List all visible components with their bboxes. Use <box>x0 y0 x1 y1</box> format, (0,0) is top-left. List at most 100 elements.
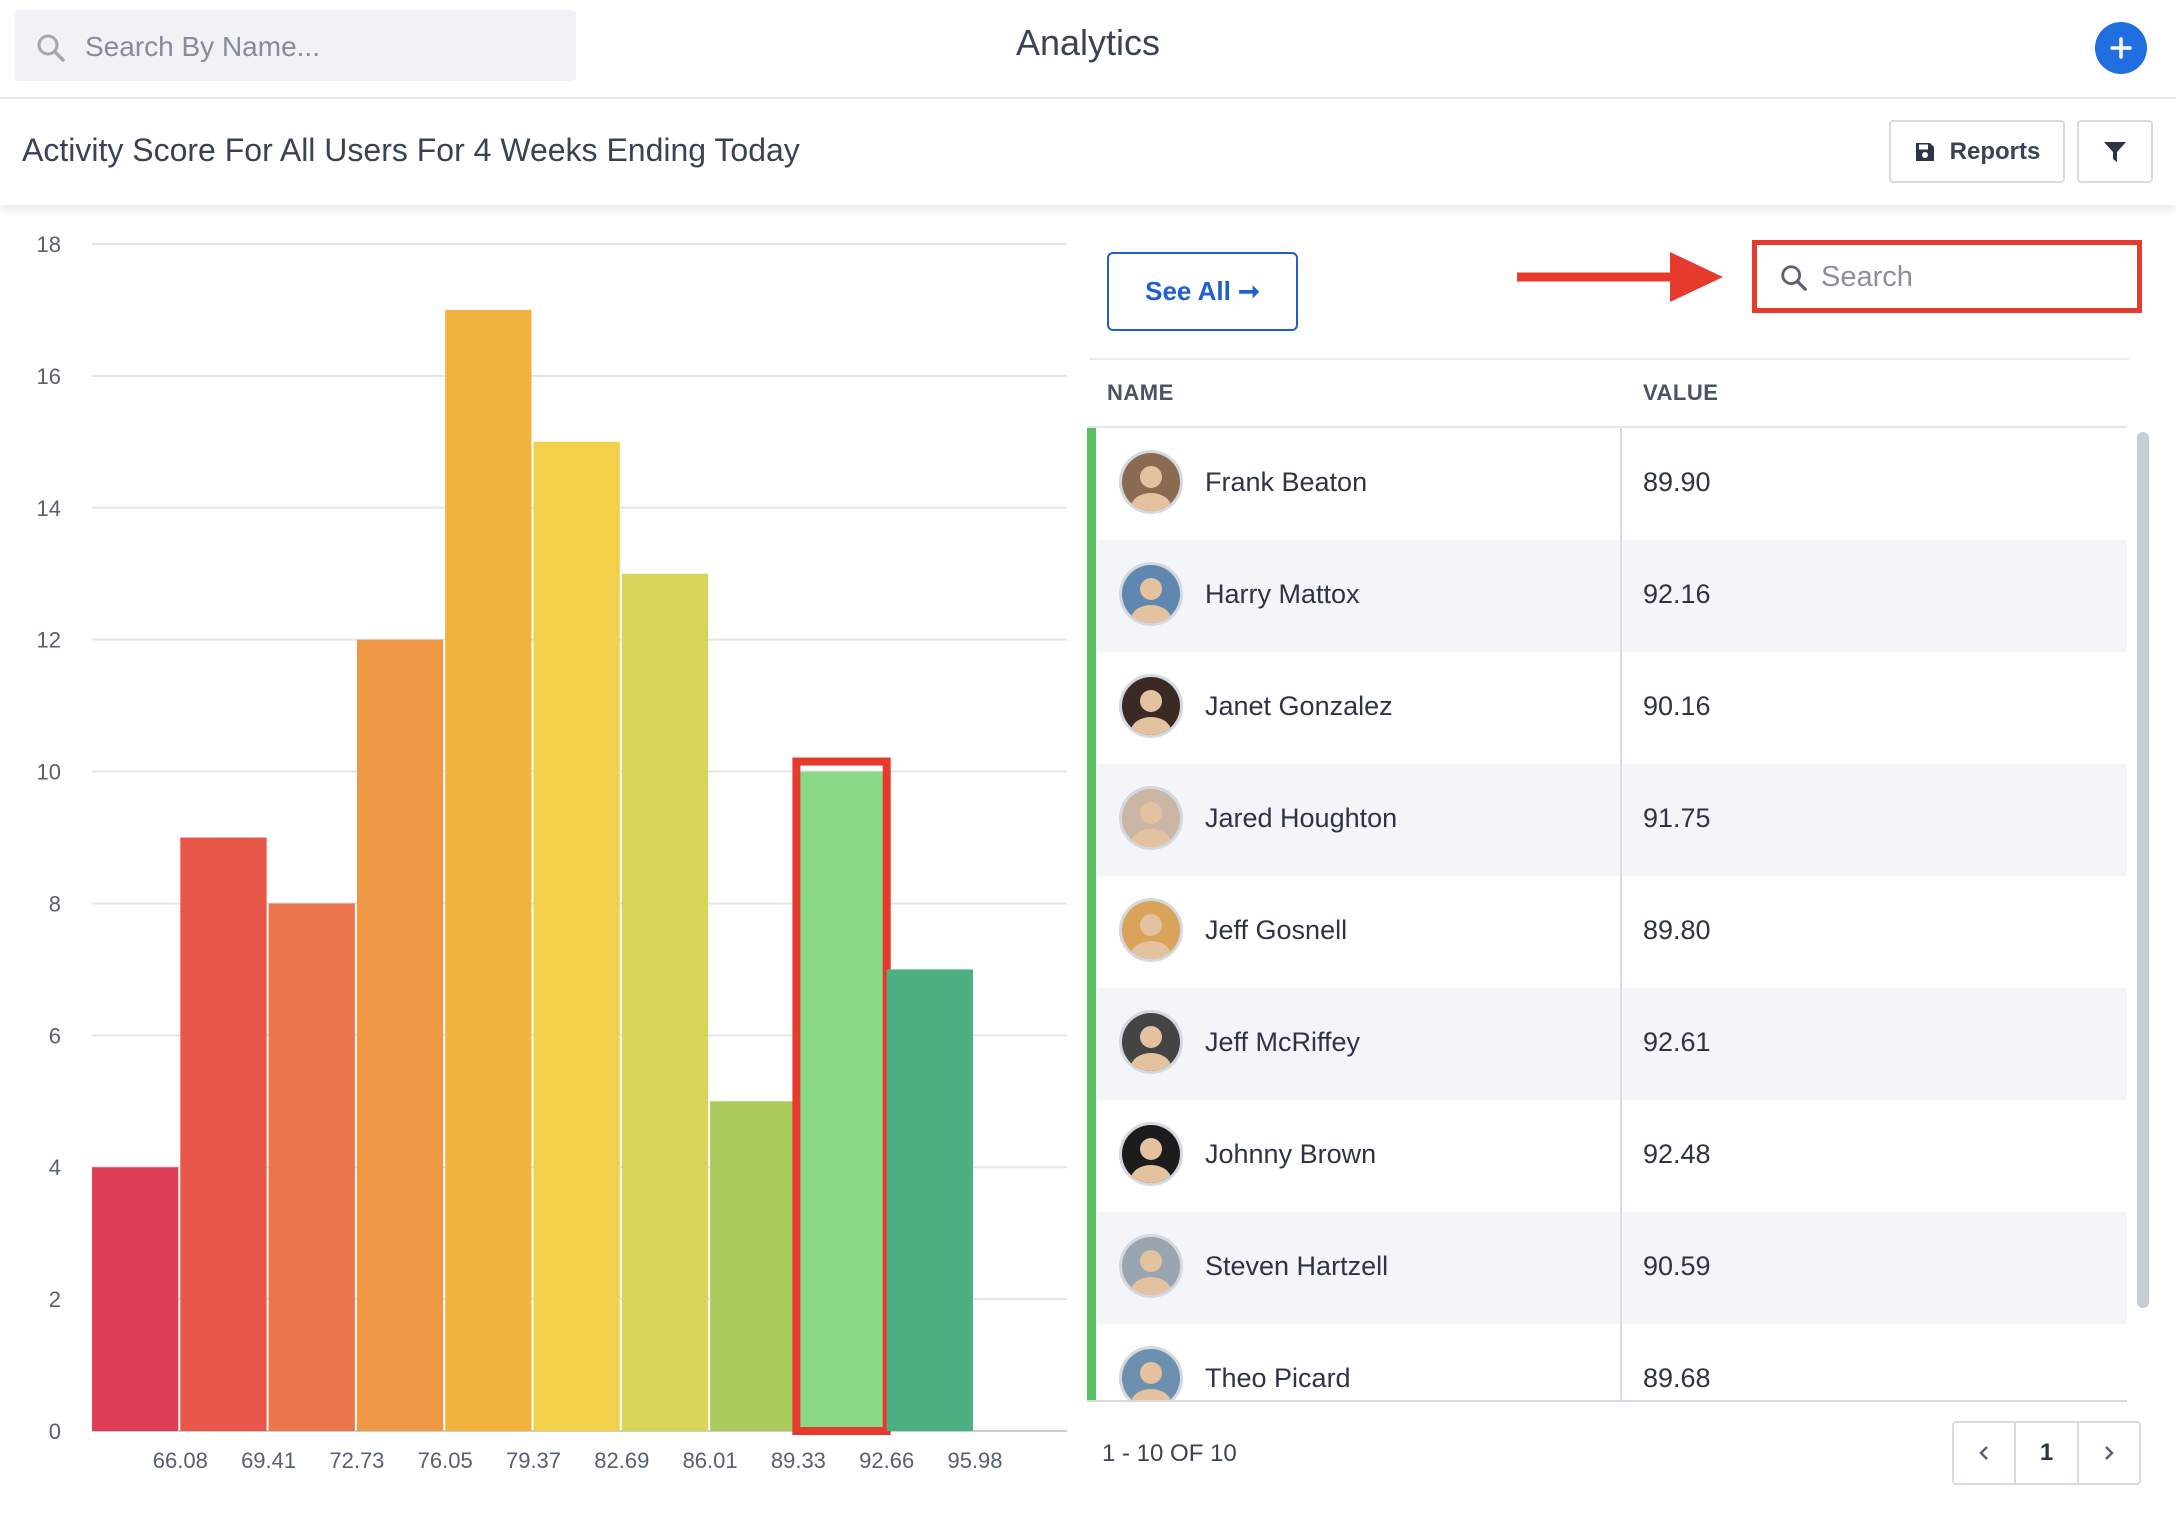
user-name[interactable]: Jeff McRiffey <box>1205 1027 1361 1057</box>
see-all-button[interactable]: See All ➞ <box>1107 252 1298 331</box>
histogram-svg: 0 2 4 6 8 10 12 14 16 18 66.08 69.41 72.73 76.05 79.37… <box>37 232 1067 1473</box>
x-tick-label: 69.41 <box>241 1448 296 1473</box>
avatar <box>1119 1234 1183 1298</box>
user-name[interactable]: Steven Hartzell <box>1205 1251 1389 1281</box>
search-icon <box>35 32 67 69</box>
user-name[interactable]: Jeff Gosnell <box>1205 915 1348 945</box>
user-name[interactable]: Harry Mattox <box>1205 579 1360 609</box>
user-table: Frank Beaton 89.90 Harry Mattox 92.16 Janet … <box>1087 426 2127 1402</box>
table-scrollbar[interactable] <box>2132 426 2154 1402</box>
top-bar: Analytics <box>0 0 2176 99</box>
avatar <box>1119 898 1183 962</box>
avatar <box>1119 786 1183 850</box>
histogram-bar <box>621 573 709 1431</box>
user-name[interactable]: Johnny Brown <box>1205 1139 1377 1169</box>
histogram-bar <box>92 1167 179 1431</box>
user-name[interactable]: Frank Beaton <box>1205 467 1368 497</box>
chevron-left-icon <box>1979 1446 1989 1460</box>
search-icon <box>1779 263 1809 298</box>
x-tick-label: 66.08 <box>153 1448 208 1473</box>
user-value: 91.75 <box>1643 803 1711 833</box>
histogram-bar <box>710 1101 797 1431</box>
histogram-bar <box>356 639 444 1431</box>
prev-page-button[interactable] <box>1954 1423 2014 1483</box>
pagination: 1 <box>1952 1421 2141 1485</box>
add-button[interactable] <box>2095 22 2147 74</box>
y-tick-label: 4 <box>49 1155 61 1180</box>
avatar <box>1119 450 1183 514</box>
y-tick-label: 12 <box>37 628 61 653</box>
user-value: 90.59 <box>1643 1251 1711 1281</box>
histogram-bar <box>886 969 973 1431</box>
reports-button[interactable]: Reports <box>1889 120 2065 183</box>
table-row[interactable]: Harry Mattox 92.16 <box>1087 540 2127 652</box>
y-tick-label: 6 <box>49 1023 61 1048</box>
row-indicator-bar <box>1087 428 1096 1400</box>
chevron-right-icon <box>2104 1446 2114 1460</box>
user-value: 89.80 <box>1643 915 1711 945</box>
user-value: 90.16 <box>1643 691 1711 721</box>
reports-label: Reports <box>1949 137 2041 165</box>
x-tick-label: 72.73 <box>329 1448 384 1473</box>
histogram-bar <box>445 309 532 1431</box>
table-row[interactable]: Jared Houghton 91.75 <box>1087 764 2127 876</box>
filter-button[interactable] <box>2077 120 2153 183</box>
divider <box>1089 358 2129 360</box>
histogram-bar <box>180 837 267 1431</box>
user-value: 92.16 <box>1643 579 1711 609</box>
avatar <box>1119 1122 1183 1186</box>
x-tick-label: 92.66 <box>859 1448 914 1473</box>
table-row[interactable]: Jeff McRiffey 92.61 <box>1087 988 2127 1100</box>
y-tick-label: 0 <box>49 1419 61 1444</box>
avatar <box>1119 562 1183 626</box>
y-tick-label: 16 <box>37 364 61 389</box>
x-tick-label: 89.33 <box>771 1448 826 1473</box>
page-number-button[interactable]: 1 <box>2014 1423 2079 1483</box>
avatar <box>1119 1346 1183 1400</box>
red-arrow-annotation <box>1517 252 1723 302</box>
floppy-disk-icon <box>1915 142 1934 161</box>
plus-icon <box>2110 37 2132 59</box>
column-header-value[interactable]: VALUE <box>1643 380 1719 405</box>
scrollbar-thumb[interactable] <box>2137 432 2149 1308</box>
y-tick-label: 14 <box>37 496 61 521</box>
user-name[interactable]: Theo Picard <box>1205 1363 1351 1393</box>
x-tick-label: 86.01 <box>683 1448 738 1473</box>
x-tick-label: 95.98 <box>947 1448 1002 1473</box>
table-row[interactable]: Theo Picard 89.68 <box>1087 1324 2127 1400</box>
table-row[interactable]: Steven Hartzell 90.59 <box>1087 1212 2127 1324</box>
name-search-box[interactable] <box>15 10 576 83</box>
y-tick-label: 2 <box>49 1287 61 1312</box>
y-tick-label: 18 <box>37 232 61 257</box>
y-tick-label: 8 <box>49 891 61 916</box>
histogram-chart: 0 2 4 6 8 10 12 14 16 18 66.08 69.41 72.73 76.05 79.37… <box>0 215 1080 1495</box>
table-row[interactable]: Frank Beaton 89.90 <box>1087 428 2127 540</box>
user-value: 89.68 <box>1643 1363 1711 1393</box>
y-tick-label: 10 <box>37 760 61 785</box>
table-row[interactable]: Johnny Brown 92.48 <box>1087 1100 2127 1212</box>
x-tick-label: 79.37 <box>506 1448 561 1473</box>
user-value: 89.90 <box>1643 467 1711 497</box>
table-row[interactable]: Jeff Gosnell 89.80 <box>1087 876 2127 988</box>
column-divider <box>1620 428 1622 1400</box>
table-search-input[interactable] <box>1819 245 2123 310</box>
next-page-button[interactable] <box>2079 1423 2139 1483</box>
histogram-bar <box>533 441 620 1431</box>
user-value: 92.48 <box>1643 1139 1711 1169</box>
name-search-input[interactable] <box>83 10 567 83</box>
avatar <box>1119 674 1183 738</box>
pagination-info: 1 - 10 OF 10 <box>1102 1440 1237 1467</box>
filter-funnel-icon <box>2104 141 2126 162</box>
table-search-box[interactable] <box>1752 240 2142 313</box>
avatar <box>1119 1010 1183 1074</box>
page-header: Activity Score For All Users For 4 Weeks… <box>0 99 2176 205</box>
user-name[interactable]: Jared Houghton <box>1205 803 1398 833</box>
table-row[interactable]: Janet Gonzalez 90.16 <box>1087 652 2127 764</box>
page-title: Activity Score For All Users For 4 Weeks… <box>22 132 800 168</box>
column-header-name[interactable]: NAME <box>1107 380 1174 405</box>
histogram-bar <box>268 903 355 1431</box>
user-value: 92.61 <box>1643 1027 1711 1057</box>
x-tick-label: 76.05 <box>418 1448 473 1473</box>
user-name[interactable]: Janet Gonzalez <box>1205 691 1393 721</box>
histogram-bar <box>798 771 885 1431</box>
